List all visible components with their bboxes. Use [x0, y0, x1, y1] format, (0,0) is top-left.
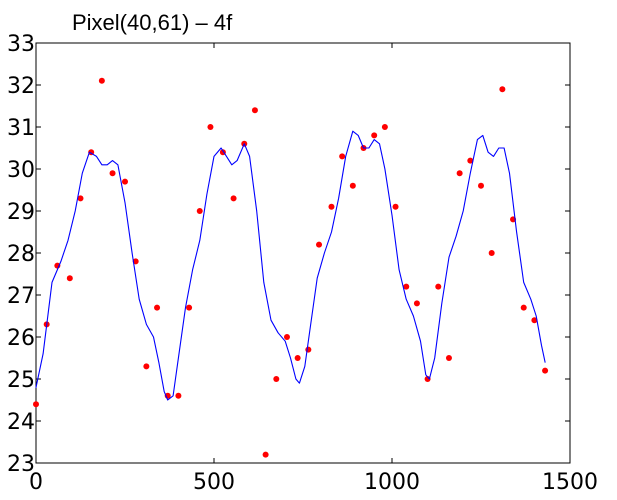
data-point — [230, 195, 237, 202]
data-point — [531, 317, 538, 324]
data-point — [273, 376, 280, 382]
x-tick-label: 1000 — [364, 470, 420, 495]
data-point — [251, 107, 258, 114]
data-point — [109, 170, 116, 177]
y-tick-label: 25 — [7, 368, 35, 393]
y-tick-label: 24 — [7, 410, 35, 435]
data-point — [424, 376, 431, 382]
y-tick-label: 26 — [7, 326, 35, 351]
data-point — [175, 392, 182, 399]
data-point — [262, 451, 269, 458]
data-point — [186, 304, 193, 311]
data-point — [403, 283, 410, 290]
data-point — [66, 275, 73, 282]
data-point — [196, 208, 203, 214]
tick-labels: 0 500 1000 1500 23 24 25 26 27 28 29 30 31 32 33 — [7, 32, 598, 495]
data-point — [122, 178, 128, 185]
data-point — [435, 283, 442, 290]
y-tick-label: 29 — [7, 200, 35, 225]
data-point — [294, 355, 301, 361]
data-point — [499, 86, 506, 93]
data-point — [98, 77, 105, 84]
series-line — [35, 130, 546, 401]
data-point — [33, 401, 39, 408]
y-tick-label: 23 — [7, 452, 35, 477]
y-tick-label: 30 — [7, 158, 35, 183]
data-point — [413, 300, 420, 307]
y-tick-label: 27 — [7, 284, 35, 309]
data-point — [445, 355, 452, 361]
data-point — [316, 241, 323, 248]
data-point — [328, 203, 335, 210]
y-tick-label: 32 — [7, 74, 35, 99]
data-point — [542, 367, 549, 374]
data-point — [77, 195, 84, 202]
data-point — [467, 157, 474, 164]
chart-title: Pixel(40,61) – 4f — [72, 10, 233, 35]
data-point — [371, 132, 378, 139]
x-tick-label: 500 — [193, 470, 235, 495]
x-tick-label: 0 — [29, 470, 43, 495]
data-point — [381, 124, 388, 130]
data-point — [339, 153, 346, 160]
data-point — [143, 363, 150, 370]
series-layer — [33, 77, 549, 458]
data-point — [349, 182, 356, 189]
y-tick-label: 33 — [7, 32, 35, 57]
tick-marks — [35, 42, 571, 464]
data-point — [520, 304, 527, 311]
data-point — [478, 182, 484, 189]
data-point — [305, 346, 312, 353]
data-point — [132, 258, 139, 265]
data-point — [488, 250, 495, 256]
x-tick-label: 1500 — [542, 470, 598, 495]
y-tick-label: 28 — [7, 242, 35, 267]
data-point — [207, 124, 214, 130]
data-point — [456, 170, 463, 177]
data-point — [283, 334, 290, 340]
y-tick-label: 31 — [7, 116, 35, 141]
data-point — [154, 304, 161, 311]
data-point — [392, 203, 399, 210]
